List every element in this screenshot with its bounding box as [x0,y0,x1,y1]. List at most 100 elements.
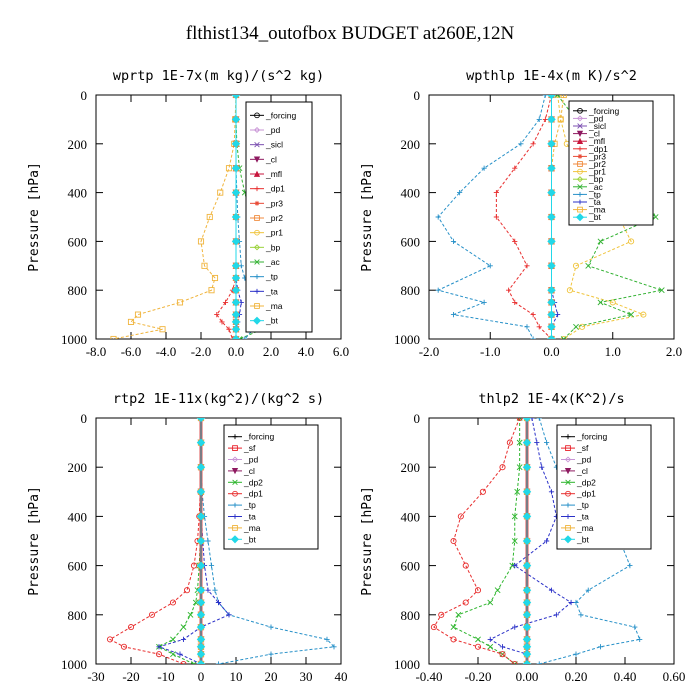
y-axis-label: Pressure [hPa] [360,486,375,596]
legend-label: _pd [265,125,280,135]
data-point-bt [547,212,556,222]
data-point-ta [553,612,559,618]
data-point-bt [547,95,556,100]
legend-label: _pd [588,113,603,123]
legend-marker-forcing [577,107,583,114]
y-tick-label: 1000 [394,332,420,347]
legend-marker-pr3 [254,200,260,206]
data-point-tp [487,263,493,269]
legend-label: _ac [265,257,280,267]
series-line-pr1 [557,95,646,339]
x-tick-label: 0.40 [614,669,637,684]
data-point-tp [573,599,579,606]
data-point-tp [542,95,548,98]
data-point-bt [522,598,532,607]
legend-marker-tp [577,192,583,197]
data-point-pr1 [572,262,580,269]
legend-marker-tp [565,502,571,508]
data-point-bt [522,649,532,659]
legend-box [223,424,319,550]
data-point-bt [196,438,206,447]
legend-marker-forcing [254,112,260,119]
x-tick-label: -2.0 [191,344,212,359]
data-point-bt [196,585,206,595]
y-axis-label: Pressure [hPa] [360,162,375,272]
y-tick-label: 200 [68,137,88,152]
data-point-dp1 [506,287,512,293]
series-line-ac [235,95,278,339]
data-point-dp1 [499,464,506,471]
y-tick-label: 0 [414,411,421,426]
data-point-dp1 [219,319,225,325]
data-point-ta [529,418,535,421]
data-point-bt [196,561,206,570]
data-point-bt [231,273,241,283]
data-point-pr1 [579,323,586,330]
legend-marker-ma [254,303,260,309]
data-point-bt [522,622,532,632]
plot-frame [95,94,342,340]
data-point-dp2 [511,513,518,520]
data-point-bt [231,115,241,124]
legend-marker-bp [576,176,584,183]
data-point-bt [547,298,556,307]
legend-marker-cl [253,156,261,163]
legend-label: _ma [243,523,261,533]
data-point-dp1 [493,214,499,220]
legend-label: _tp [243,500,256,510]
data-point-bt [196,462,206,472]
x-tick-label: 0.0 [228,344,244,359]
figure-title: flthist134_outofbox BUDGET at260E,12N [186,23,515,44]
data-point-dp2 [192,599,199,606]
data-point-tp [324,636,330,642]
legend-label: _pr3 [265,198,283,208]
data-point-ta [544,538,550,544]
panel-1: wprtp 1E-7x(m kg)/(s^2 kg) -8.0 -6.0 -4.0 -2… [27,68,349,359]
data-point-ac [554,95,561,98]
x-tick-label: -0.20 [464,669,491,684]
legend-label: _sf [576,443,589,453]
y-tick-label: 600 [68,559,88,574]
data-point-bt [547,115,556,124]
x-tick-label: 0.20 [565,669,588,684]
legend-label: _bt [576,534,589,544]
data-point-dp1 [499,651,506,658]
data-point-dp1 [430,624,437,631]
legend-label: _tp [265,272,278,282]
data-point-tp [481,165,487,171]
legend-label: _forcing [243,432,275,442]
data-point-dp1 [169,599,177,606]
data-point-dp1 [524,263,530,269]
legend-marker-cl [576,130,584,138]
legend-marker-ta [577,199,583,205]
legend-label: _sicl [265,140,283,150]
data-point-tp [530,336,536,339]
series-group [435,95,665,339]
data-point-dp1 [536,324,542,330]
data-point-ma [208,287,215,294]
data-point-tp [212,587,218,593]
y-tick-label: 400 [68,509,88,524]
x-tick-label: 6.0 [333,344,349,359]
legend-box [556,424,652,550]
legend-marker-cl [231,468,239,475]
data-point-dp1 [190,562,198,569]
data-point-bt [196,622,206,632]
y-tick-label: 200 [401,460,421,475]
data-point-bt [196,418,206,423]
data-point-ma [206,213,213,221]
panel-title: rtp2 1E-11x(kg^2)/(kg^2 s) [113,391,324,407]
data-point-bt [231,237,241,246]
data-point-bt [522,610,532,620]
data-point-ta [548,489,555,495]
data-point-bt [231,334,241,339]
data-point-dp1 [180,660,187,664]
y-tick-label: 1000 [61,657,87,672]
legend-marker-dp1 [232,490,238,497]
y-tick-label: 0 [81,88,88,103]
legend-marker-mfl [253,170,261,177]
y-axis-label: Pressure [hPa] [27,486,42,596]
data-point-dp1 [474,587,482,594]
data-point-bt [547,334,556,339]
data-point-bt [522,418,532,423]
